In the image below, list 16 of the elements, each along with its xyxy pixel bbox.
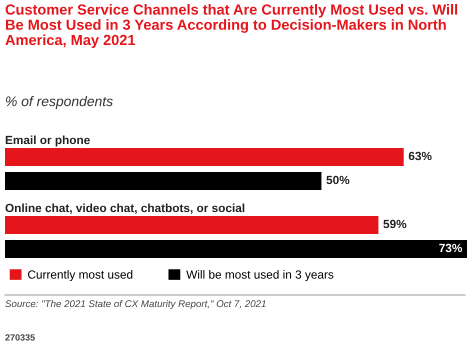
bar: [5, 216, 378, 234]
bar: [5, 172, 322, 190]
data-label: 50%: [326, 176, 350, 184]
legend-label: Will be most used in 3 years: [186, 270, 334, 282]
chart-subtitle: % of respondents: [6, 96, 113, 109]
bar: [5, 148, 404, 166]
y-tick-label: Online chat, video chat, chatbots, or social: [5, 203, 244, 214]
data-label: 63%: [408, 152, 432, 160]
chart-title: Customer Service Channels that Are Currently Most Used vs. Will Be Most Used in 3 Years According to Decision-Makers in North America, May 2021: [5, 4, 458, 48]
legend-label: Currently most used: [28, 270, 132, 282]
source-note: Source: "The 2021 State of CX Maturity Report," Oct 7, 2021: [5, 300, 266, 310]
data-label: 59%: [383, 220, 406, 228]
bar: [5, 240, 467, 258]
y-tick-label: Email or phone: [6, 136, 90, 147]
text: 270335: [5, 334, 35, 341]
data-label: 73%: [439, 244, 462, 252]
